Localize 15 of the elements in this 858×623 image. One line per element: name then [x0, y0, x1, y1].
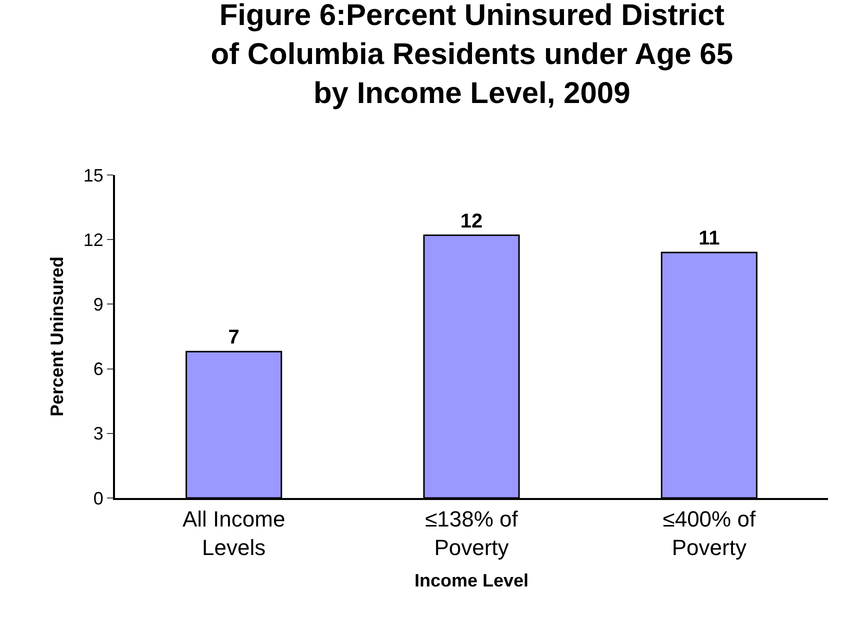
- y-axis-title: Percent Uninsured: [47, 256, 68, 417]
- y-tick-label: 3: [93, 424, 104, 444]
- chart-title: Figure 6:Percent Uninsured District of Columbia Residents under Age 65 by Income Level, 2009: [210, 0, 734, 110]
- y-tick-label: 9: [93, 294, 104, 314]
- data-label: 12: [460, 210, 483, 232]
- y-tick-label: 15: [83, 165, 104, 186]
- y-tick-label: 0: [93, 488, 104, 508]
- x-tick-label: All Income Levels: [182, 506, 286, 560]
- data-label: 11: [698, 228, 720, 250]
- x-tick-label: ≤400% of Poverty: [662, 506, 756, 560]
- x-axis-title: Income Level: [414, 570, 529, 591]
- y-tick-label: 12: [83, 230, 104, 250]
- data-label: 7: [228, 326, 240, 349]
- y-tick-label: 6: [93, 359, 104, 380]
- x-tick-label: ≤138% of Poverty: [425, 506, 519, 560]
